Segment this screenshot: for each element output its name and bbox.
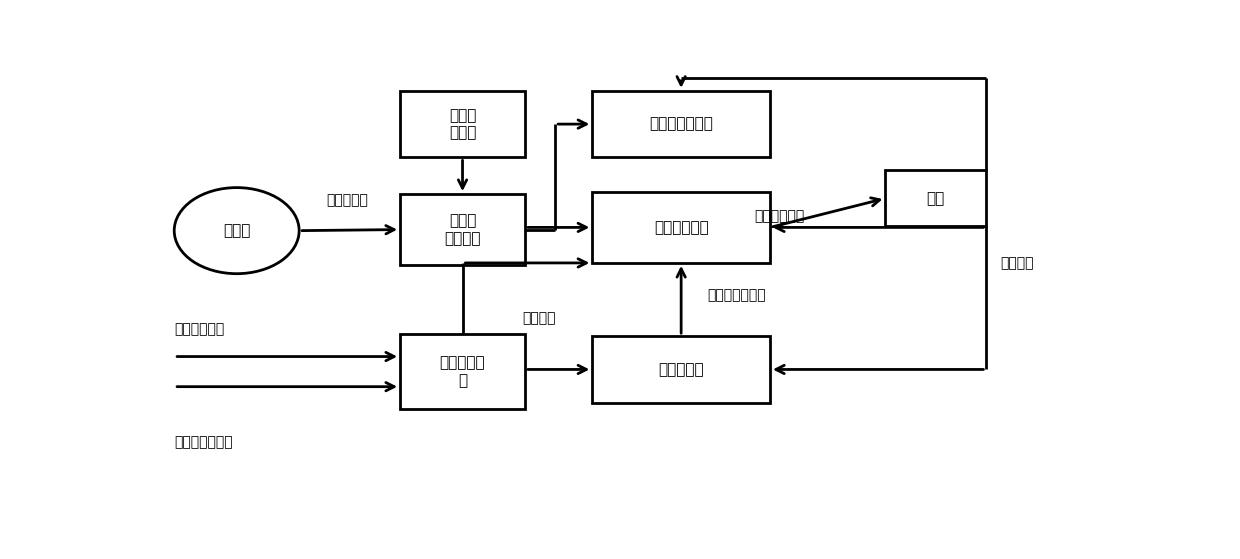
Bar [401,334,525,409]
Text: 车辆状态: 车辆状态 [1001,256,1034,270]
Bar [593,91,770,158]
Text: 稳定性控制模块: 稳定性控制模块 [650,117,713,131]
Text: 车载摄像机信号: 车载摄像机信号 [174,435,233,449]
Text: 激光雷达信号: 激光雷达信号 [174,322,224,336]
Bar [401,194,525,265]
Text: 驾驶员: 驾驶员 [223,223,250,238]
Text: 路径规划模
块: 路径规划模 块 [440,356,485,388]
Text: 车辆: 车辆 [926,191,945,206]
Bar [885,170,986,226]
Ellipse shape [174,188,299,274]
Text: 容错控制模块: 容错控制模块 [653,220,708,235]
Bar [593,192,770,263]
Text: 转角、驱动力: 转角、驱动力 [754,209,805,223]
Text: 期望方向盘转角: 期望方向盘转角 [708,288,766,302]
Text: 期望路径: 期望路径 [522,311,557,325]
Text: 控制器
切换模块: 控制器 切换模块 [444,214,481,246]
Text: 方向盘转角: 方向盘转角 [326,193,368,207]
Bar [593,336,770,403]
Text: 电机故
障检测: 电机故 障检测 [449,108,476,140]
Bar [401,91,525,158]
Text: 驾驶员模块: 驾驶员模块 [658,362,704,377]
